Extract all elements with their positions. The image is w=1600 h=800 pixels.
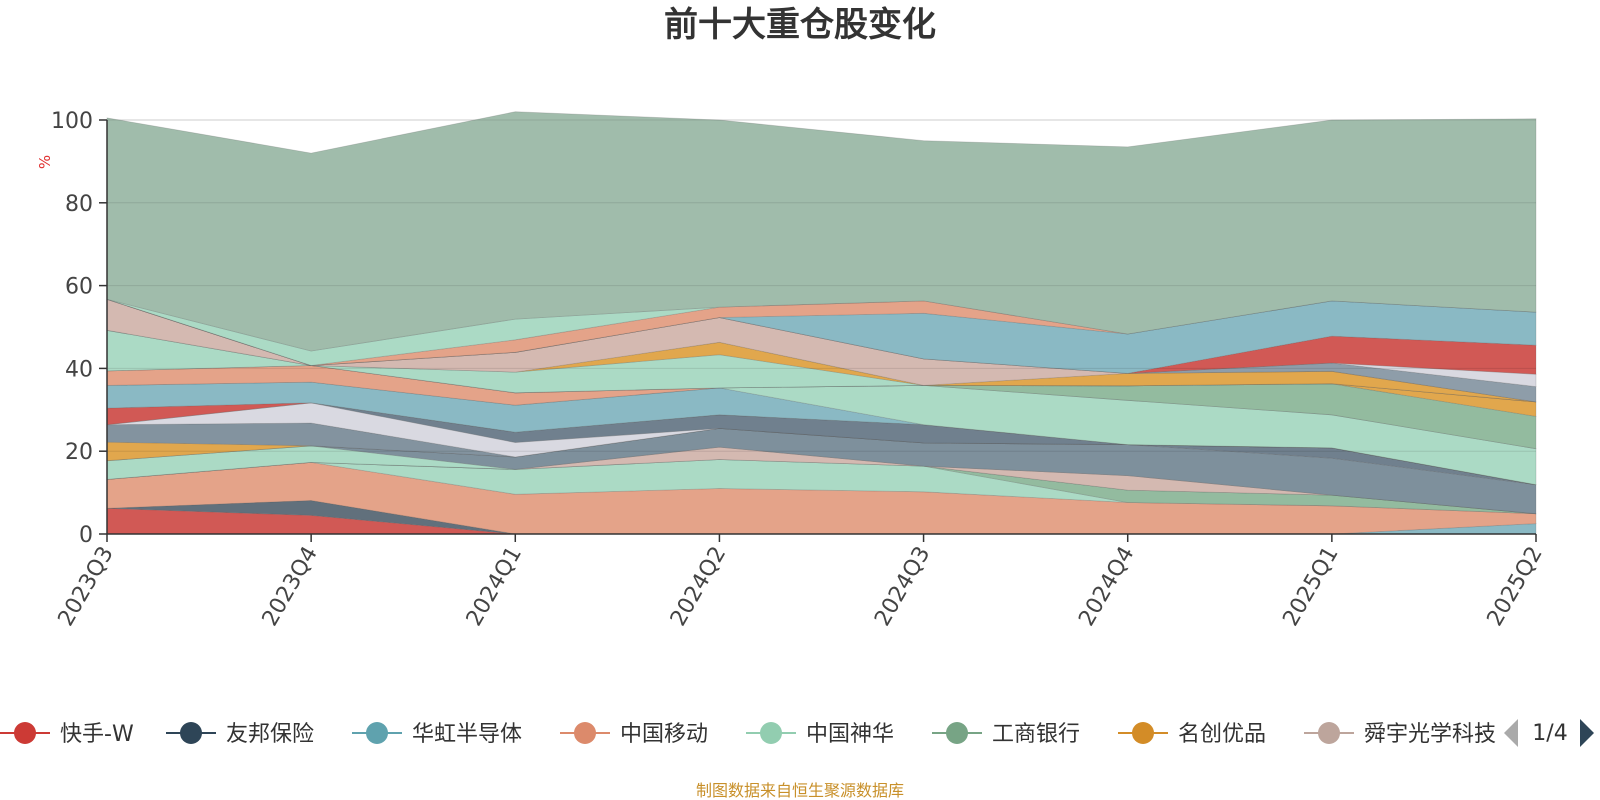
y-tick-label: 20 [65,440,93,465]
y-tick-label: 60 [65,275,93,300]
area-series-31 [106,111,1537,352]
axes [99,119,1537,542]
y-tick-label: 0 [79,523,93,548]
legend-marker-icon [180,722,202,744]
legend-label: 舜宇光学科技 [1364,722,1496,747]
x-tick-label: 2024Q3 [870,542,935,630]
x-tick-label: 2025Q1 [1278,542,1343,630]
area-series-9 [106,427,1537,515]
legend-pager: - 1/4 [1476,719,1594,747]
legend-marker-icon [14,722,36,744]
legend-marker-icon [366,722,388,744]
legend-item[interactable]: 快手-W [0,722,134,747]
next-page-icon[interactable] [1580,719,1594,747]
y-axis-unit: % [36,155,54,169]
legend-item[interactable]: 名创优品 [1118,722,1266,747]
legend-page-indicator: 1/4 [1532,721,1567,746]
area-series-18 [106,365,1537,450]
area-series-19 [106,365,1537,450]
prev-page-icon[interactable] [1504,719,1518,747]
legend-item[interactable]: 中国移动 [560,722,708,747]
area-series-20 [106,365,1537,417]
x-tick-label: 2024Q4 [1074,542,1139,630]
legend-marker-icon [1318,722,1340,744]
legend-label: 中国移动 [620,722,708,747]
x-tick-label: 2024Q2 [666,542,731,630]
legend-item[interactable]: 舜宇光学科技 [1304,722,1496,747]
legend-item[interactable]: 华虹半导体 [352,722,522,747]
legend-item[interactable]: 工商银行 [932,722,1080,747]
y-tick-label: 80 [65,192,93,217]
legend-marker-icon [1132,722,1154,744]
legend-label: 名创优品 [1178,722,1266,747]
legend-marker-icon [760,722,782,744]
legend-label: 友邦保险 [226,722,314,747]
y-tick-label: 100 [51,109,93,134]
legend-label: 中国神华 [806,722,894,747]
x-tick-label: 2024Q1 [462,542,527,630]
y-tick-labels: 0 20 40 60 80 100 [51,109,93,548]
legend-marker-icon [574,722,596,744]
legend-label: 快手-W [60,722,134,747]
legend-label: 工商银行 [992,722,1080,747]
y-tick-label: 40 [65,357,93,382]
legend-more-indicator: - [1476,721,1484,746]
stacked-areas [106,111,1537,535]
legend-item[interactable]: 友邦保险 [166,722,314,747]
x-tick-label: 2025Q2 [1483,542,1548,630]
chart-title: 前十大重仓股变化 [664,5,936,45]
legend: 快手-W 友邦保险 华虹半导体 中国移动 中国神华 工商银行 名创优品 舜宇光学科技 [0,722,1496,747]
data-source-note: 制图数据来自恒生聚源数据库 [696,781,904,800]
x-tick-label: 2023Q4 [258,542,323,630]
legend-item[interactable]: 中国神华 [746,722,894,747]
legend-marker-icon [946,722,968,744]
legend-label: 华虹半导体 [412,722,522,747]
x-tick-labels: 2023Q3 2023Q4 2024Q1 2024Q2 2024Q3 2024Q4 2025… [54,542,1548,630]
x-tick-label: 2023Q3 [54,542,119,630]
